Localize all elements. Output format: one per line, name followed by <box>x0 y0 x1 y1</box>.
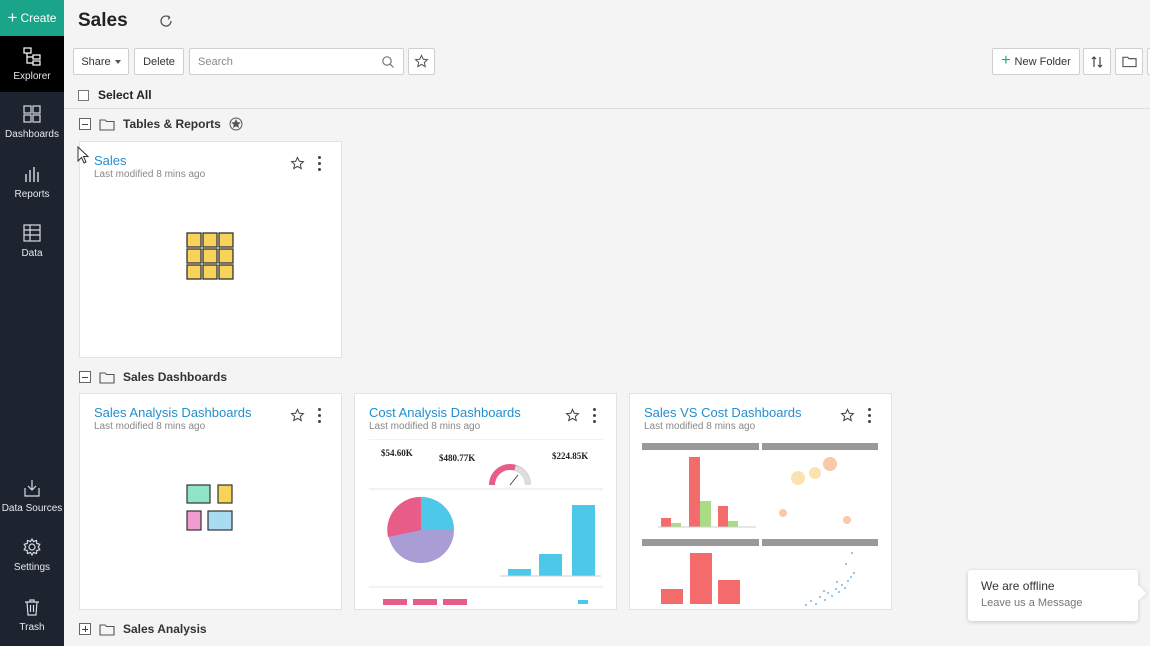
card-cost-analysis-dashboards[interactable]: Cost Analysis Dashboards Last modified 8… <box>354 393 617 610</box>
collapse-toggle[interactable] <box>79 371 91 383</box>
sidebar-item-trash[interactable]: Trash <box>0 587 64 643</box>
data-table-icon <box>23 224 41 242</box>
kpi-value: $480.77K <box>439 453 475 463</box>
star-icon[interactable] <box>290 156 305 171</box>
card-thumbnail <box>630 439 891 609</box>
more-options-icon[interactable] <box>592 408 596 423</box>
more-options-button[interactable] <box>1147 48 1150 75</box>
delete-button[interactable]: Delete <box>134 48 184 75</box>
star-icon <box>414 54 429 68</box>
refresh-icon[interactable] <box>158 13 174 29</box>
new-folder-label: New Folder <box>1014 55 1071 68</box>
card-title[interactable]: Cost Analysis Dashboards <box>369 405 521 420</box>
more-options-icon[interactable] <box>867 408 871 423</box>
card-sales-vs-cost-dashboards[interactable]: Sales VS Cost Dashboards Last modified 8… <box>629 393 892 610</box>
folder-icon <box>1121 56 1137 68</box>
kpi-value: $224.85K <box>552 451 588 461</box>
folder-view-button[interactable] <box>1115 48 1143 75</box>
more-options-icon[interactable] <box>317 408 321 423</box>
group-tables-reports[interactable]: Tables & Reports <box>79 117 243 131</box>
mouse-cursor-icon <box>77 146 89 164</box>
search-box <box>189 48 404 75</box>
new-folder-button[interactable]: + New Folder <box>992 48 1080 75</box>
chat-subtitle[interactable]: Leave us a Message <box>981 597 1083 609</box>
sidebar-item-label: Reports <box>14 189 50 200</box>
share-label: Share <box>81 55 111 68</box>
folder-icon <box>99 371 115 384</box>
plus-icon: + <box>1001 51 1011 69</box>
card-title[interactable]: Sales VS Cost Dashboards <box>644 405 802 420</box>
card-subtitle: Last modified 8 mins ago <box>644 421 756 432</box>
sidebar-item-data-sources[interactable]: Data Sources <box>0 468 64 524</box>
group-label: Tables & Reports <box>123 117 221 131</box>
star-icon[interactable] <box>290 408 305 423</box>
favorite-badge-icon <box>229 117 243 131</box>
group-label: Sales Analysis <box>123 622 207 636</box>
sidebar-item-label: Explorer <box>13 71 51 82</box>
plus-icon: + <box>7 7 18 27</box>
sidebar-item-label: Trash <box>19 622 45 633</box>
group-sales-dashboards[interactable]: Sales Dashboards <box>79 370 227 384</box>
folder-icon <box>99 118 115 131</box>
card-thumbnail: $54.60K $480.77K $224.85K <box>355 438 616 609</box>
sort-icon <box>1091 55 1103 68</box>
main-content: Sales Share Delete + New Folder <box>64 0 1150 646</box>
card-sales-analysis-dashboards[interactable]: Sales Analysis Dashboards Last modified … <box>79 393 342 610</box>
data-sources-icon <box>24 480 40 497</box>
sidebar-item-dashboards[interactable]: Dashboards <box>0 94 64 150</box>
sidebar-item-explorer[interactable]: Explorer <box>0 36 64 92</box>
favorite-filter-button[interactable] <box>408 48 435 75</box>
card-subtitle: Last modified 8 mins ago <box>369 421 481 432</box>
reports-icon <box>25 167 39 182</box>
title-bar: Sales <box>64 0 1150 42</box>
explorer-icon <box>23 47 41 66</box>
page-title: Sales <box>78 10 128 31</box>
search-icon[interactable] <box>381 55 395 69</box>
sidebar-item-label: Dashboards <box>5 129 59 140</box>
gear-icon <box>23 537 41 557</box>
sidebar-item-reports[interactable]: Reports <box>0 154 64 210</box>
select-all[interactable]: Select All <box>78 88 152 102</box>
select-all-label: Select All <box>98 88 152 102</box>
share-button[interactable]: Share <box>73 48 129 75</box>
collapse-toggle[interactable] <box>79 118 91 130</box>
select-all-checkbox[interactable] <box>78 89 89 101</box>
star-icon[interactable] <box>840 408 855 423</box>
card-thumbnail <box>80 187 341 357</box>
sidebar-item-label: Data <box>21 248 43 259</box>
sidebar-item-settings[interactable]: Settings <box>0 527 64 583</box>
group-sales-analysis[interactable]: Sales Analysis <box>79 622 207 636</box>
sidebar: + Create Explorer Dashboards Reports Dat… <box>0 0 64 646</box>
divider <box>64 108 1150 109</box>
kpi-value: $54.60K <box>381 448 413 458</box>
card-subtitle: Last modified 8 mins ago <box>94 421 206 432</box>
card-subtitle: Last modified 8 mins ago <box>94 169 206 180</box>
card-sales[interactable]: Sales Last modified 8 mins ago <box>79 141 342 358</box>
sidebar-item-data[interactable]: Data <box>0 213 64 269</box>
dashboard-preview <box>642 443 878 606</box>
card-thumbnail <box>80 439 341 609</box>
create-button[interactable]: + Create <box>0 0 64 36</box>
trash-icon <box>25 599 39 616</box>
sidebar-item-label: Settings <box>13 562 51 573</box>
dashboards-icon <box>23 105 41 123</box>
group-label: Sales Dashboards <box>123 370 228 384</box>
card-title[interactable]: Sales <box>94 153 127 168</box>
table-icon <box>186 232 234 280</box>
folder-icon <box>99 623 115 636</box>
chevron-down-icon <box>114 59 121 64</box>
search-input[interactable] <box>190 49 370 74</box>
more-options-icon[interactable] <box>317 156 321 171</box>
chat-offline-widget[interactable]: We are offline Leave us a Message <box>968 570 1138 621</box>
sidebar-item-label: Data Sources <box>1 503 63 514</box>
sort-button[interactable] <box>1083 48 1111 75</box>
chat-title: We are offline <box>981 579 1055 593</box>
card-title[interactable]: Sales Analysis Dashboards <box>94 405 252 420</box>
star-icon[interactable] <box>565 408 580 423</box>
expand-toggle[interactable] <box>79 623 91 635</box>
dashboard-placeholder-icon <box>186 484 233 531</box>
delete-label: Delete <box>143 55 175 68</box>
dashboard-preview: $54.60K $480.77K $224.85K <box>369 438 603 605</box>
create-label: Create <box>20 11 57 25</box>
